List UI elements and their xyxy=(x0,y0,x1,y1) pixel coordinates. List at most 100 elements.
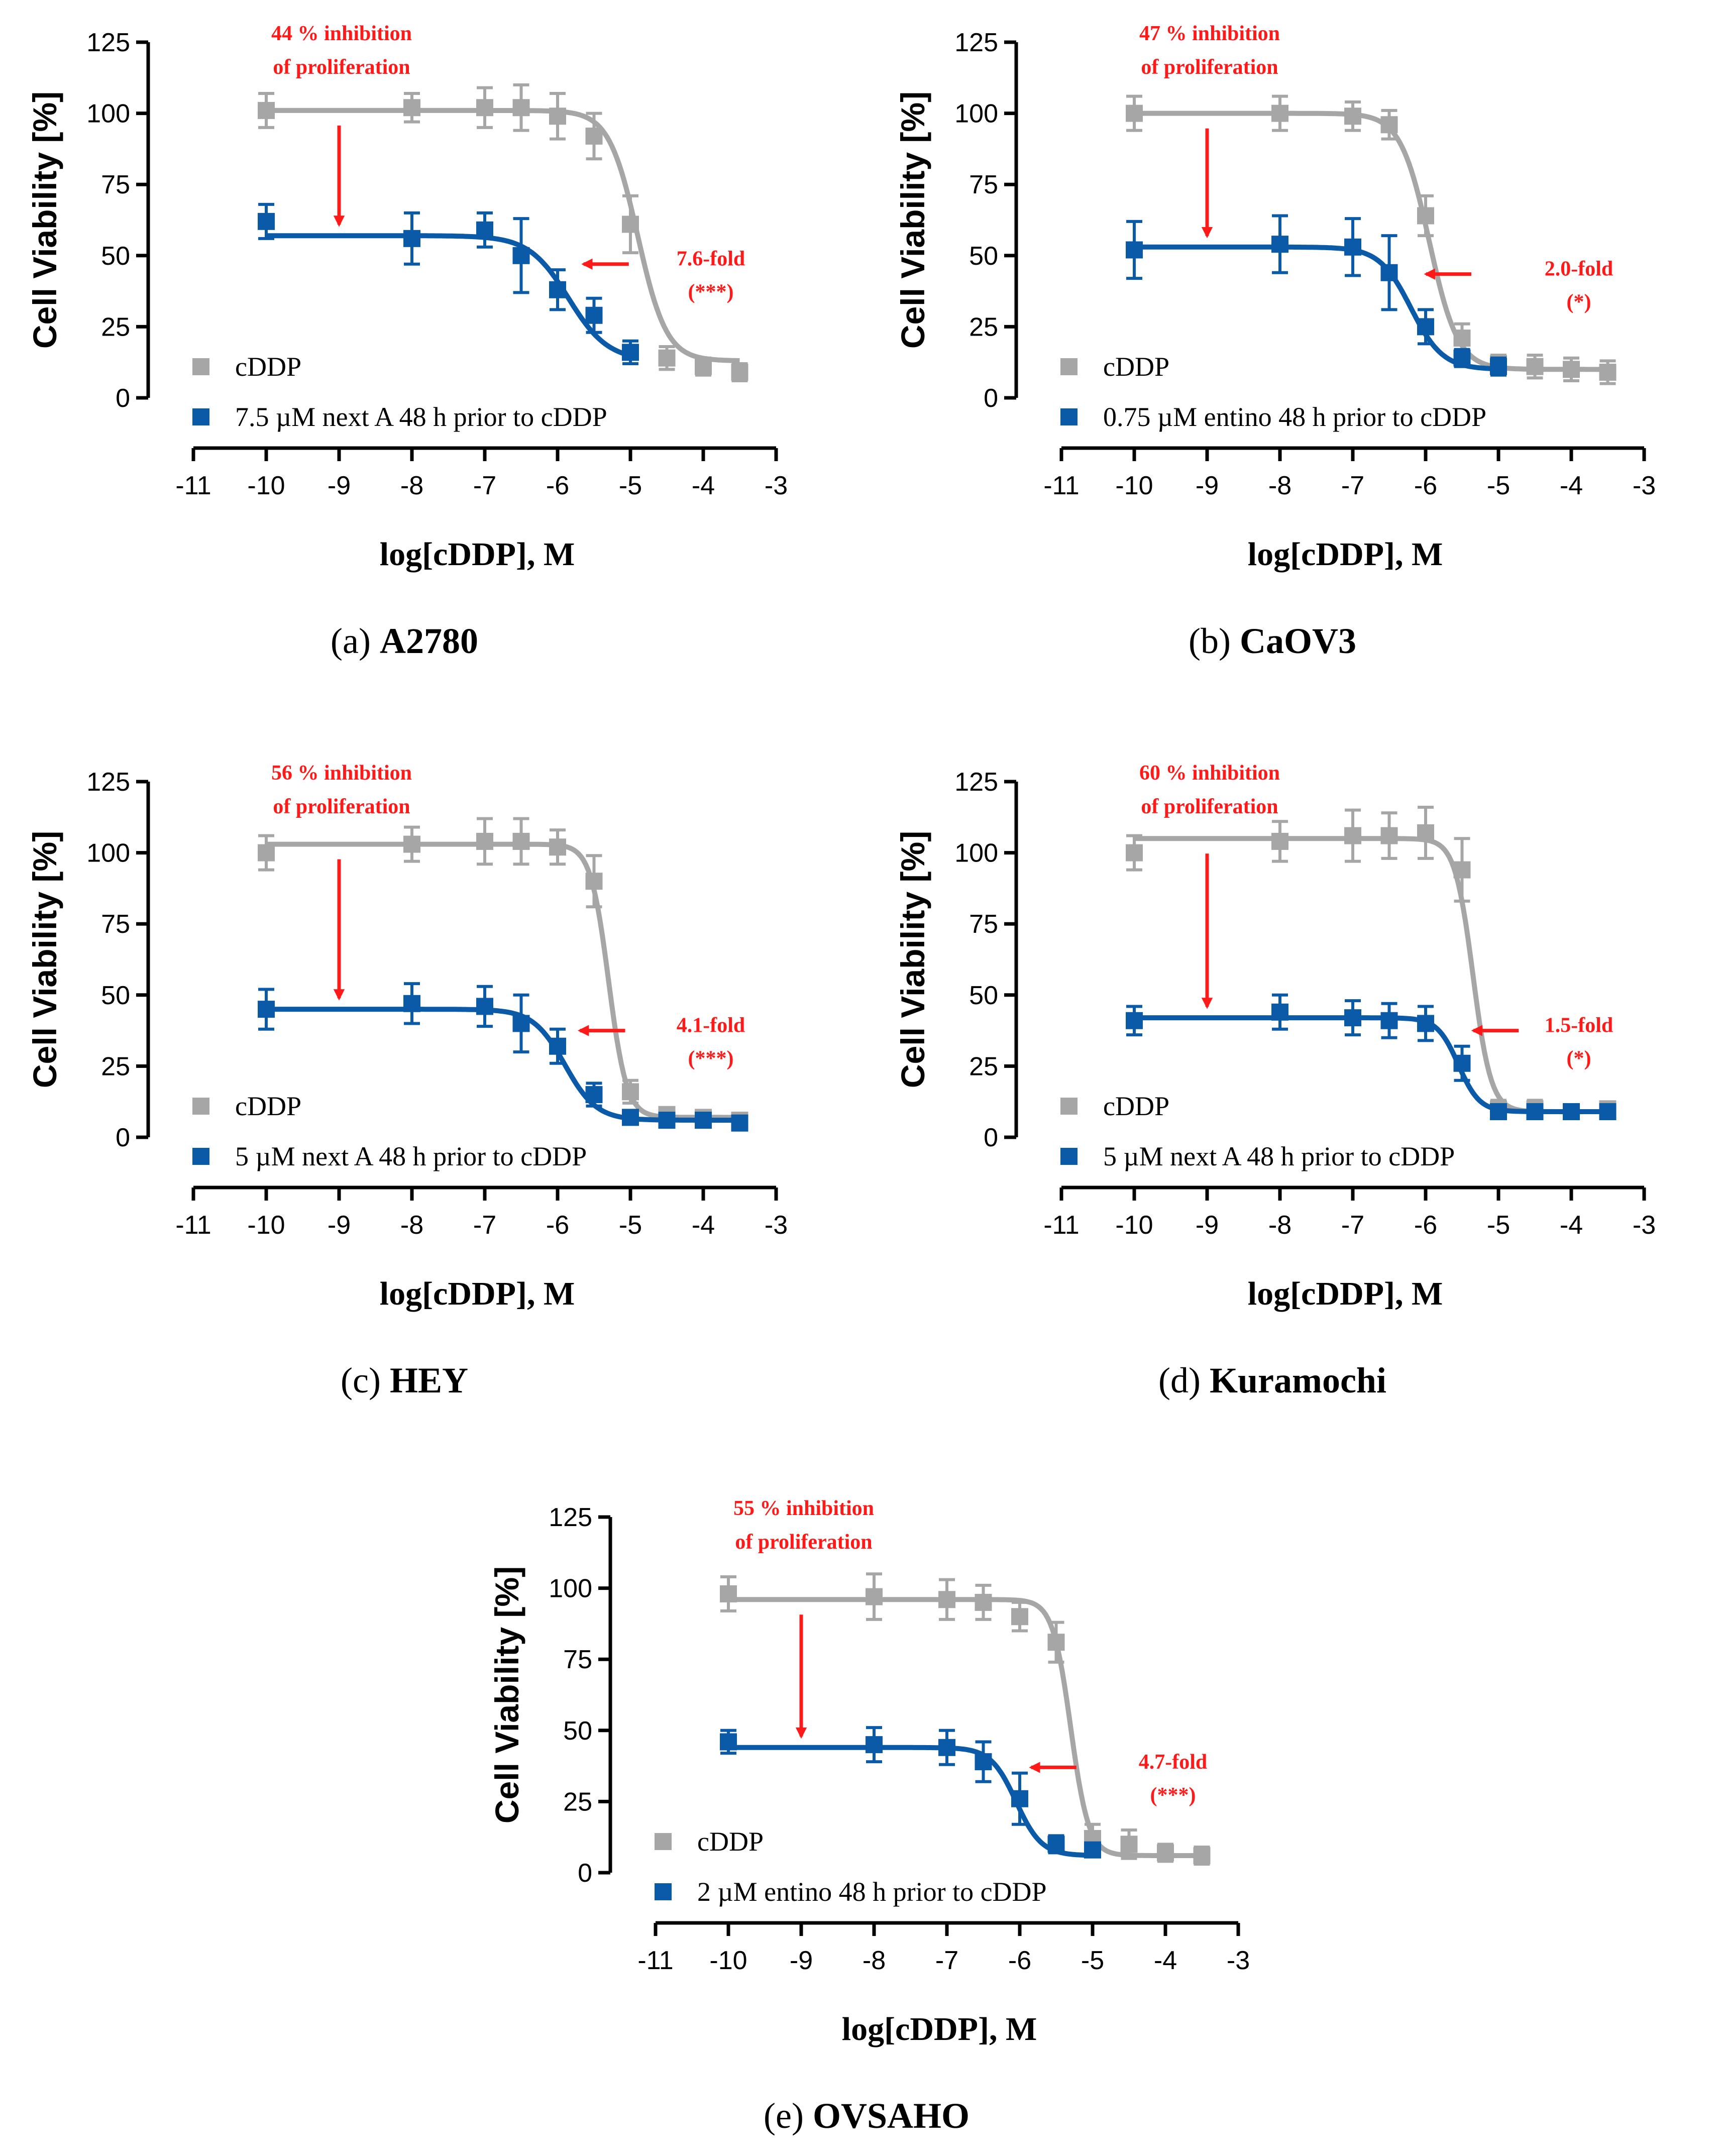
data-point xyxy=(1453,349,1471,367)
data-point xyxy=(695,358,712,375)
x-tick-label: -8 xyxy=(400,1211,423,1240)
y-axis-label: Cell Viability [%] xyxy=(26,91,63,349)
x-tick-label: -6 xyxy=(546,1211,569,1240)
inhibition-label: 56 % inhibition xyxy=(271,762,412,785)
data-point xyxy=(1126,104,1143,122)
data-point xyxy=(720,1733,737,1751)
data-point xyxy=(622,344,639,361)
y-tick-label: 75 xyxy=(101,910,130,939)
y-tick-label: 125 xyxy=(954,28,998,57)
y-tick-label: 50 xyxy=(563,1716,592,1746)
data-point xyxy=(512,832,530,850)
y-tick-label: 75 xyxy=(101,170,130,199)
legend: cDDP 7.5 µM next A 48 h prior to cDDP xyxy=(192,352,607,432)
y-tick-label: 125 xyxy=(954,768,998,797)
x-tick-label: -5 xyxy=(1081,1946,1104,1975)
data-point xyxy=(1126,1012,1143,1029)
series-combination xyxy=(258,202,639,366)
inhibition-label-line2: of proliferation xyxy=(273,56,410,79)
series-cddp xyxy=(258,83,748,383)
data-point xyxy=(658,349,676,367)
x-tick-label: -11 xyxy=(175,471,211,500)
data-point xyxy=(1271,1003,1288,1021)
x-tick-label: -6 xyxy=(1008,1946,1031,1975)
x-tick-label: -10 xyxy=(1115,471,1153,500)
y-tick-label: 25 xyxy=(101,1052,130,1081)
y-tick-label: 0 xyxy=(116,1123,130,1152)
data-point xyxy=(1490,1103,1507,1121)
x-tick-label: -5 xyxy=(1487,471,1510,500)
data-point xyxy=(476,99,493,117)
fit-curve xyxy=(728,1745,1093,1858)
panel-cell-line: CaOV3 xyxy=(1240,621,1356,661)
x-tick-label: -4 xyxy=(1560,1211,1583,1240)
legend: cDDP 5 µM next A 48 h prior to cDDP xyxy=(192,1091,587,1171)
y-tick-label: 25 xyxy=(969,312,998,342)
data-point xyxy=(1490,358,1507,375)
x-tick-label: -6 xyxy=(1414,1211,1437,1240)
x-axis-label: log[cDDP], M xyxy=(380,1275,575,1312)
data-point xyxy=(1344,1009,1361,1027)
x-tick-label: -7 xyxy=(1341,1211,1364,1240)
legend-marker xyxy=(192,358,209,375)
data-point xyxy=(512,1015,530,1032)
x-tick-label: -7 xyxy=(935,1946,958,1975)
chart-panel-1: 0 25 50 75 100 125 -11 -10 -9 -8 -7 -6 -5 -4 -3 Cell Vi… xyxy=(26,22,788,661)
y-tick-label: 125 xyxy=(86,768,130,797)
x-tick-label: -10 xyxy=(709,1946,747,1975)
fold-label: 2.0-fold xyxy=(1545,257,1613,280)
panel-cell-line: OVSAHO xyxy=(813,2096,970,2136)
y-tick-label: 0 xyxy=(984,1123,998,1152)
x-tick-label: -9 xyxy=(790,1946,813,1975)
data-point xyxy=(476,221,493,239)
data-point xyxy=(658,1112,676,1129)
y-tick-label: 100 xyxy=(954,839,998,868)
inhibition-label: 60 % inhibition xyxy=(1139,762,1280,785)
data-point xyxy=(731,364,748,381)
y-tick-label: 0 xyxy=(578,1859,592,1888)
data-point xyxy=(1417,207,1434,225)
panel-caption: (d) Kuramochi xyxy=(1158,1360,1386,1400)
legend-marker xyxy=(192,1148,209,1165)
fit-curve xyxy=(1134,244,1499,372)
y-tick-label: 25 xyxy=(563,1787,592,1816)
y-tick-label: 50 xyxy=(101,981,130,1010)
panel-letter: (c) xyxy=(341,1360,390,1400)
y-tick-label: 100 xyxy=(954,99,998,129)
data-point xyxy=(549,838,566,856)
y-tick-label: 0 xyxy=(116,384,130,413)
panel-letter: (a) xyxy=(331,621,380,661)
legend-label: 5 µM next A 48 h prior to cDDP xyxy=(235,1141,587,1171)
data-point xyxy=(1193,1847,1211,1865)
panel-caption: (e) OVSAHO xyxy=(764,2096,970,2136)
y-tick-label: 25 xyxy=(101,312,130,342)
data-point xyxy=(1047,1836,1065,1853)
data-point xyxy=(258,1001,275,1018)
legend-label: cDDP xyxy=(235,1091,301,1121)
data-point xyxy=(1157,1844,1174,1862)
x-tick-label: -3 xyxy=(765,1211,788,1240)
panel-caption: (a) A2780 xyxy=(331,621,478,661)
x-tick-label: -8 xyxy=(863,1946,886,1975)
panel-letter: (b) xyxy=(1189,621,1240,661)
data-point xyxy=(1417,318,1434,336)
data-point xyxy=(1526,358,1544,375)
chart-panel-2: 0 25 50 75 100 125 -11 -10 -9 -8 -7 -6 -5 -4 -3 Cell Vi… xyxy=(894,22,1656,661)
data-point xyxy=(1380,827,1398,844)
series-combination xyxy=(1126,993,1617,1121)
legend-marker xyxy=(1060,408,1078,425)
significance-label: (*) xyxy=(1567,1047,1591,1070)
data-point xyxy=(866,1588,883,1605)
data-point xyxy=(1563,361,1580,378)
x-axis-label: log[cDDP], M xyxy=(380,536,575,573)
x-tick-label: -5 xyxy=(619,471,642,500)
data-point xyxy=(476,832,493,850)
y-tick-label: 50 xyxy=(101,242,130,271)
data-point xyxy=(1417,824,1434,841)
fit-curve xyxy=(266,841,740,1120)
x-tick-label: -11 xyxy=(637,1946,673,1975)
chart-panel-4: 0 25 50 75 100 125 -11 -10 -9 -8 -7 -6 -5 -4 -3 Cell Vi… xyxy=(894,762,1656,1400)
data-point xyxy=(1271,104,1288,122)
y-tick-label: 50 xyxy=(969,242,998,271)
data-point xyxy=(938,1739,955,1756)
